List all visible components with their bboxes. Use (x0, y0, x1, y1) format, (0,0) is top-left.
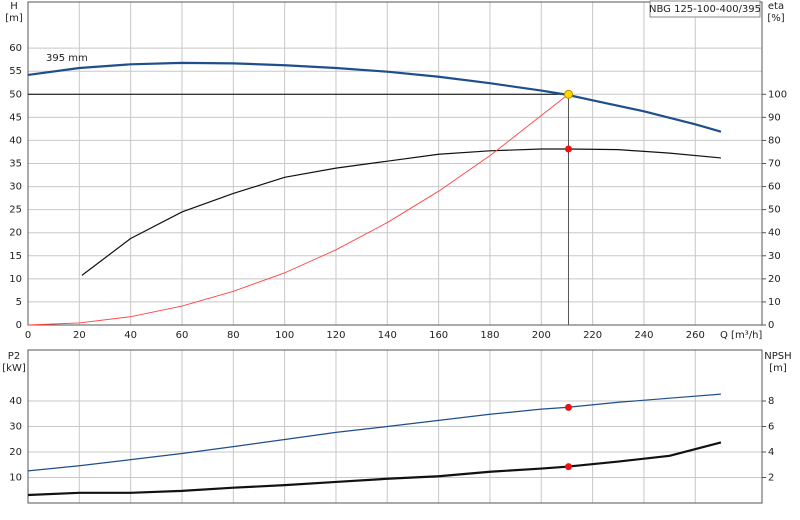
y2-tick-label: 60 (768, 182, 781, 193)
curve (27, 93, 569, 326)
y-tick-label: 40 (9, 396, 22, 407)
x-tick-label: 120 (326, 330, 345, 341)
x-tick-label: 20 (73, 330, 86, 341)
y-tick-label: 50 (9, 89, 22, 100)
y2-tick-label: 20 (768, 274, 781, 285)
y-tick-label: 20 (9, 228, 22, 239)
x-tick-label: 260 (686, 330, 705, 341)
y2-tick-label: 8 (768, 396, 774, 407)
curve (27, 61, 722, 133)
y-axis-label: P2 (8, 351, 20, 362)
y-tick-label: 55 (9, 66, 22, 77)
y-tick-label: 45 (9, 112, 22, 123)
y-tick-label: 15 (9, 251, 22, 262)
y-tick-label: 10 (9, 274, 22, 285)
y-tick-label: 20 (9, 447, 22, 458)
plot-frame (27, 1, 763, 326)
operating-point (564, 145, 572, 153)
y2-tick-label: 30 (768, 251, 781, 262)
y2-tick-label: 70 (768, 159, 781, 170)
operating-point (564, 463, 572, 471)
x-axis-label: Q [m³/h] (720, 330, 762, 341)
curve (27, 393, 721, 472)
y-tick-label: 10 (9, 473, 22, 484)
x-tick-label: 200 (532, 330, 551, 341)
y-tick-label: 60 (9, 43, 22, 54)
x-tick-label: 40 (124, 330, 137, 341)
y2-tick-label: 100 (768, 89, 787, 100)
y-tick-label: 30 (9, 422, 22, 433)
y2-tick-label: 80 (768, 135, 781, 146)
y2-tick-label: 0 (768, 320, 774, 331)
title-box (649, 0, 761, 18)
y2-tick-label: 90 (768, 112, 781, 123)
y-tick-label: 35 (9, 159, 22, 170)
x-tick-label: 80 (227, 330, 240, 341)
curve (27, 441, 722, 497)
y-tick-label: 25 (9, 205, 22, 216)
y2-tick-label: 6 (768, 422, 774, 433)
y-axis-label: H (10, 1, 18, 12)
y2-tick-label: 40 (768, 228, 781, 239)
y2-axis-label: NPSH (764, 351, 791, 362)
curve-annotation: 395 mm (46, 53, 88, 64)
y2-axis-unit: [m] (769, 363, 787, 374)
y-tick-label: 30 (9, 182, 22, 193)
plot-frame (27, 349, 763, 504)
plot-layer: 0 20 40 60 80 100 120 140 160 180 200 220 240 2600510… (9, 1, 787, 504)
y-tick-label: 5 (16, 297, 22, 308)
x-tick-label: 240 (634, 330, 653, 341)
y-tick-label: 40 (9, 135, 22, 146)
y2-axis-label: eta (768, 1, 784, 12)
y2-tick-label: 2 (768, 473, 774, 484)
x-tick-label: 140 (378, 330, 397, 341)
x-tick-label: 0 (25, 330, 31, 341)
y2-tick-label: 4 (768, 447, 774, 458)
y2-tick-label: 10 (768, 297, 781, 308)
y-tick-label: 0 (16, 320, 22, 331)
y-axis-unit: [m] (5, 13, 23, 24)
duty-point (563, 89, 573, 99)
curve (81, 148, 721, 276)
x-tick-label: 220 (583, 330, 602, 341)
plot: 0 20 40 60 80 100 120 140 160 180 200 220 240 2600510… (9, 1, 787, 341)
y2-tick-label: 50 (768, 205, 781, 216)
chart-title: NBG 125-100-400/395 (649, 4, 761, 15)
x-tick-label: 100 (275, 330, 294, 341)
x-tick-label: 160 (429, 330, 448, 341)
operating-point (564, 403, 572, 411)
plot: 10 20 30 40 2 4 6 8 (9, 349, 774, 504)
y2-axis-unit: [%] (767, 13, 784, 24)
y-axis-unit: [kW] (2, 363, 26, 374)
x-tick-label: 60 (176, 330, 189, 341)
x-tick-label: 180 (480, 330, 499, 341)
